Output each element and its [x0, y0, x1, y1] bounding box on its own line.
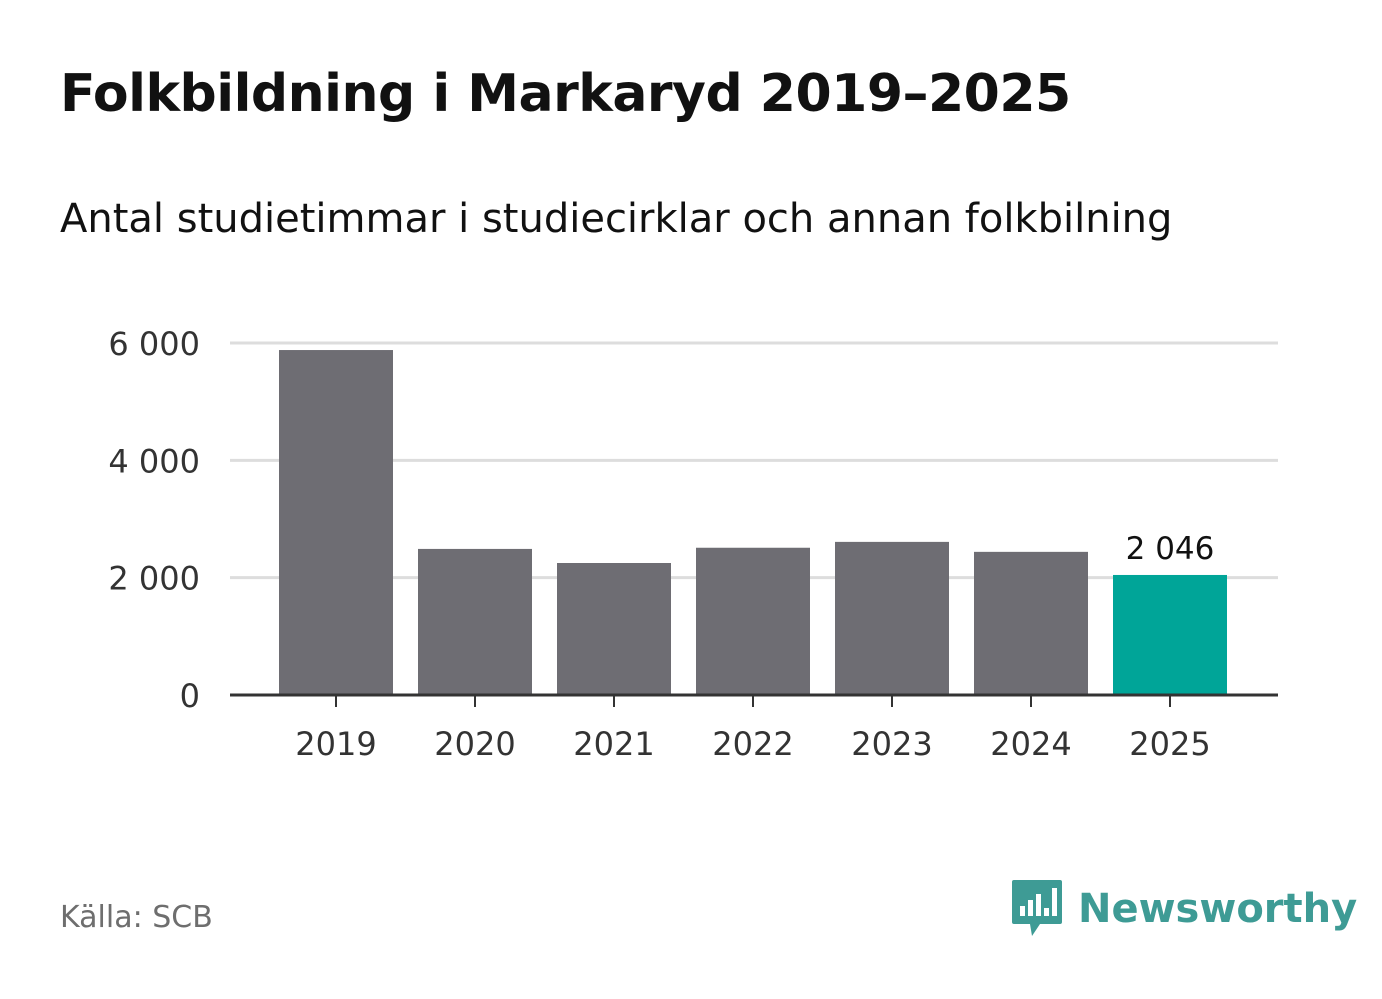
bar-2019	[279, 350, 393, 695]
bar-2025	[1113, 574, 1227, 695]
x-tick-label: 2019	[295, 725, 376, 763]
bar-2021	[557, 563, 671, 695]
newsworthy-logo: Newsworthy	[1010, 878, 1357, 940]
source-label: Källa: SCB	[60, 900, 213, 935]
bar-2024	[974, 551, 1088, 695]
x-tick-label: 2023	[851, 725, 932, 763]
chart-subtitle: Antal studietimmar i studiecirklar och a…	[60, 196, 1173, 242]
x-tick-label: 2024	[990, 725, 1071, 763]
bar-2023	[835, 541, 949, 695]
x-tick-label: 2020	[434, 725, 515, 763]
x-tick-label: 2021	[573, 725, 654, 763]
data-label: 2 046	[1126, 531, 1215, 567]
y-tick-label: 0	[180, 677, 200, 715]
y-tick-label: 6 000	[108, 325, 200, 363]
y-tick-label: 4 000	[108, 442, 200, 480]
bar-chart-speech-bubble-icon	[1012, 880, 1062, 936]
x-tick-label: 2025	[1129, 725, 1210, 763]
y-tick-label: 2 000	[108, 560, 200, 598]
bar-2020	[418, 548, 532, 695]
bar-2022	[696, 547, 810, 695]
x-tick-label: 2022	[712, 725, 793, 763]
chart-title: Folkbildning i Markaryd 2019–2025	[60, 64, 1071, 124]
brand-name: Newsworthy	[1078, 886, 1358, 932]
